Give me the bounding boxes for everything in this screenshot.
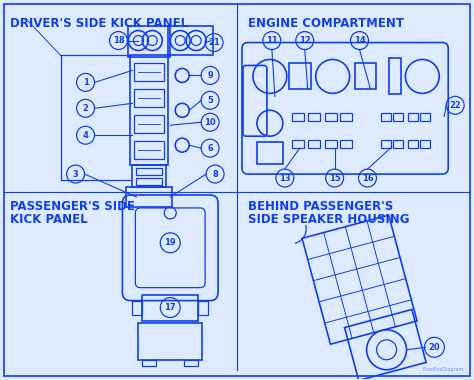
Text: 18: 18 <box>113 36 124 45</box>
Text: 19: 19 <box>164 238 176 247</box>
Text: 12: 12 <box>299 36 310 45</box>
Text: 6: 6 <box>207 144 213 153</box>
Text: 5: 5 <box>207 96 213 105</box>
Text: 1: 1 <box>82 78 89 87</box>
Text: FuseBoxDiagram: FuseBoxDiagram <box>423 367 464 372</box>
Text: KICK PANEL: KICK PANEL <box>10 213 88 226</box>
Text: ENGINE COMPARTMENT: ENGINE COMPARTMENT <box>248 17 404 30</box>
Text: 20: 20 <box>428 343 440 352</box>
Text: 8: 8 <box>212 169 218 179</box>
Text: 3: 3 <box>73 169 79 179</box>
Text: BEHIND PASSENGER'S: BEHIND PASSENGER'S <box>248 200 393 213</box>
Text: 9: 9 <box>207 71 213 80</box>
Text: SIDE SPEAKER HOUSING: SIDE SPEAKER HOUSING <box>248 213 410 226</box>
Text: 11: 11 <box>266 36 278 45</box>
Text: 10: 10 <box>204 118 216 127</box>
Text: DRIVER'S SIDE KICK PANEL: DRIVER'S SIDE KICK PANEL <box>10 17 188 30</box>
Text: 17: 17 <box>164 303 176 312</box>
Text: 14: 14 <box>354 36 365 45</box>
Text: 21: 21 <box>208 38 220 47</box>
Text: 15: 15 <box>329 174 340 182</box>
Text: 16: 16 <box>362 174 374 182</box>
Text: PASSENGER'S SIDE: PASSENGER'S SIDE <box>10 200 135 213</box>
Text: 13: 13 <box>279 174 291 182</box>
Text: 22: 22 <box>449 101 461 110</box>
FancyBboxPatch shape <box>243 65 267 136</box>
Text: 2: 2 <box>82 104 89 113</box>
Text: 4: 4 <box>82 131 89 140</box>
